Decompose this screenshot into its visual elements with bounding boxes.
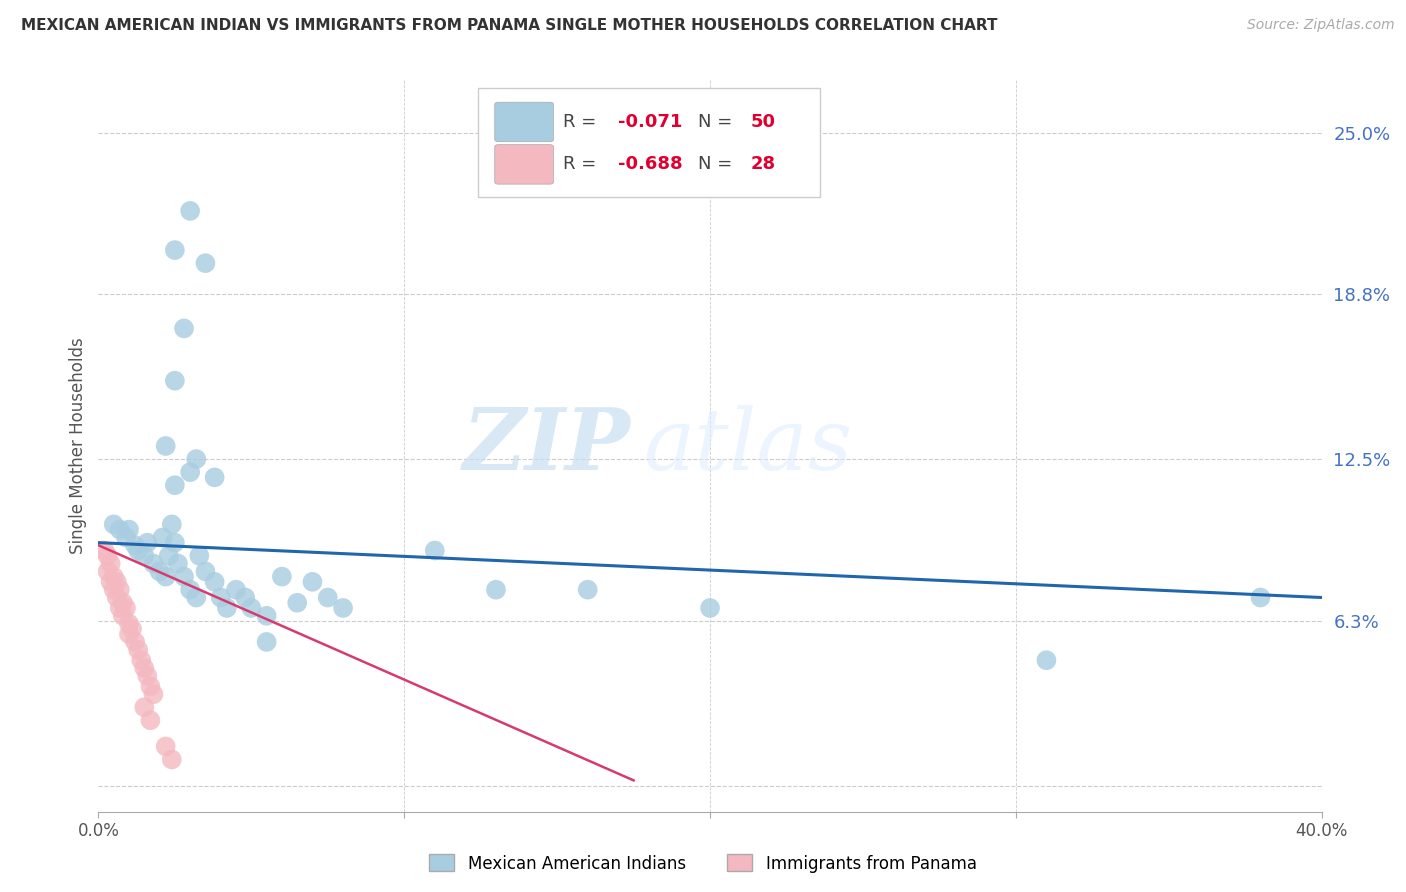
- FancyBboxPatch shape: [495, 103, 554, 142]
- Point: [115, 601, 138, 615]
- Point: [118, 523, 141, 537]
- Point: [240, 601, 263, 615]
- Point: [186, 591, 208, 605]
- Point: [160, 517, 183, 532]
- Point: [103, 582, 125, 597]
- Point: [179, 203, 201, 218]
- Point: [1035, 653, 1057, 667]
- Point: [163, 535, 186, 549]
- FancyBboxPatch shape: [495, 145, 554, 184]
- Point: [163, 374, 186, 388]
- Point: [225, 582, 247, 597]
- Point: [134, 661, 156, 675]
- Point: [139, 679, 162, 693]
- FancyBboxPatch shape: [478, 87, 820, 197]
- Point: [155, 569, 177, 583]
- Point: [103, 517, 125, 532]
- Point: [179, 465, 201, 479]
- Point: [194, 256, 217, 270]
- Text: 28: 28: [751, 155, 776, 173]
- Point: [155, 739, 177, 754]
- Point: [124, 538, 146, 552]
- Text: 50: 50: [751, 113, 775, 131]
- Point: [194, 565, 217, 579]
- Point: [204, 470, 226, 484]
- Point: [142, 557, 165, 571]
- Text: ZIP: ZIP: [463, 404, 630, 488]
- Point: [423, 543, 446, 558]
- Point: [149, 565, 172, 579]
- Text: N =: N =: [697, 155, 738, 173]
- Point: [163, 243, 186, 257]
- Text: R =: R =: [564, 155, 602, 173]
- Legend: Mexican American Indians, Immigrants from Panama: Mexican American Indians, Immigrants fro…: [423, 847, 983, 880]
- Text: R =: R =: [564, 113, 602, 131]
- Point: [256, 635, 278, 649]
- Point: [136, 535, 159, 549]
- Point: [111, 596, 134, 610]
- Point: [134, 700, 156, 714]
- Point: [285, 596, 308, 610]
- Text: Source: ZipAtlas.com: Source: ZipAtlas.com: [1247, 18, 1395, 32]
- Point: [233, 591, 256, 605]
- Point: [97, 549, 120, 563]
- Point: [105, 591, 128, 605]
- Point: [139, 714, 162, 728]
- Point: [103, 569, 125, 583]
- Point: [173, 321, 195, 335]
- Point: [93, 543, 115, 558]
- Text: -0.071: -0.071: [619, 113, 683, 131]
- Y-axis label: Single Mother Households: Single Mother Households: [69, 338, 87, 554]
- Point: [270, 569, 292, 583]
- Point: [209, 591, 232, 605]
- Point: [105, 574, 128, 589]
- Text: MEXICAN AMERICAN INDIAN VS IMMIGRANTS FROM PANAMA SINGLE MOTHER HOUSEHOLDS CORRE: MEXICAN AMERICAN INDIAN VS IMMIGRANTS FR…: [21, 18, 998, 33]
- Point: [155, 439, 177, 453]
- Point: [108, 601, 131, 615]
- Point: [100, 557, 122, 571]
- Point: [134, 549, 156, 563]
- Point: [97, 565, 120, 579]
- Point: [215, 601, 238, 615]
- Point: [129, 653, 152, 667]
- Point: [332, 601, 354, 615]
- Point: [127, 543, 149, 558]
- Point: [316, 591, 339, 605]
- Point: [142, 687, 165, 701]
- Point: [111, 608, 134, 623]
- Point: [100, 574, 122, 589]
- Point: [167, 557, 190, 571]
- Point: [256, 608, 278, 623]
- Point: [173, 569, 195, 583]
- Point: [179, 582, 201, 597]
- Point: [188, 549, 211, 563]
- Point: [699, 601, 721, 615]
- Point: [485, 582, 508, 597]
- Point: [204, 574, 226, 589]
- Point: [301, 574, 323, 589]
- Point: [127, 642, 149, 657]
- Point: [152, 530, 174, 544]
- Point: [576, 582, 599, 597]
- Point: [108, 582, 131, 597]
- Point: [108, 523, 131, 537]
- Point: [163, 478, 186, 492]
- Point: [136, 669, 159, 683]
- Text: atlas: atlas: [643, 405, 852, 487]
- Point: [186, 452, 208, 467]
- Point: [118, 627, 141, 641]
- Text: -0.688: -0.688: [619, 155, 683, 173]
- Point: [1249, 591, 1271, 605]
- Text: N =: N =: [697, 113, 738, 131]
- Point: [124, 635, 146, 649]
- Point: [121, 622, 143, 636]
- Point: [157, 549, 180, 563]
- Point: [160, 752, 183, 766]
- Point: [118, 616, 141, 631]
- Point: [115, 530, 138, 544]
